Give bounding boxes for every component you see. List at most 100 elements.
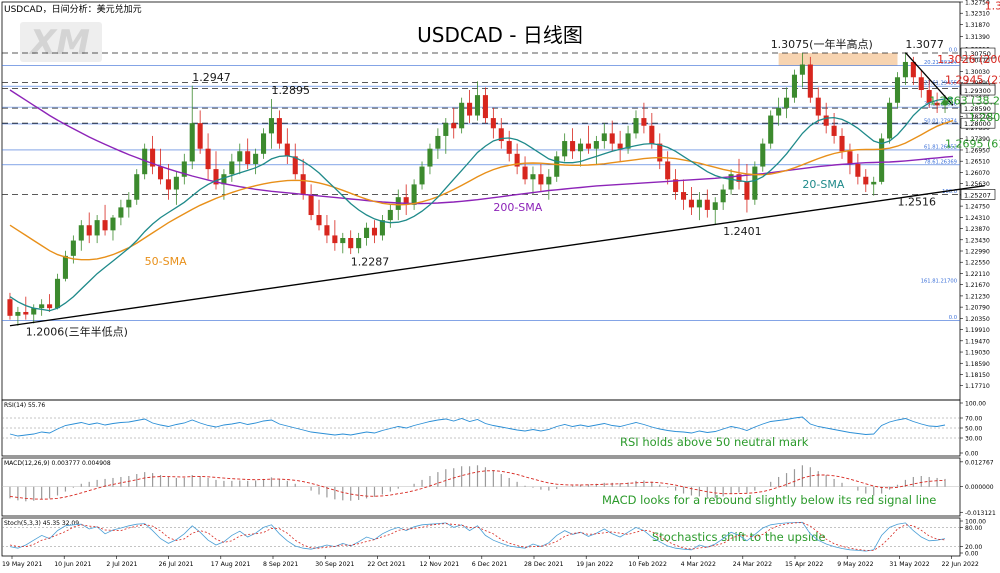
price-box-label: 1.28590 [964,105,991,113]
candle-body [47,304,53,309]
candle-body [237,151,243,162]
x-tick-label: 22 Jun 2022 [942,561,979,568]
x-tick-label: 22 Oct 2021 [367,561,405,568]
candle-body [379,220,385,236]
indicator-tick-label: -0.013121 [965,510,996,517]
candle-body [570,141,576,152]
candle-body [577,143,584,152]
candle-body [15,311,21,316]
fibo-label: 50.01.27974 [924,118,958,124]
candle-body [39,304,45,309]
candle-body [70,240,76,256]
y-tick-label: 1.23430 [965,237,990,244]
symbol-label: USDCAD，日间分析：美元兑加元 [4,3,142,15]
candle-body [213,169,219,185]
candle-body [189,123,195,162]
candle-body [538,174,544,185]
xm-logo-watermark: XM [20,22,102,63]
rsi-panel: RSI(14) 55.76 100.00 70.00 50.00 30.00 0.00 RS… [1,399,986,458]
candle-body [910,61,916,78]
y-tick-label: 1.23870 [965,226,990,233]
annotation-label: 1.3077 [905,38,944,51]
candle-body [546,176,552,185]
candle-body [110,217,116,231]
candle-body [617,143,623,149]
candle-body [102,220,108,231]
candle-body [585,143,591,149]
y-tick-label: 1.32750 [965,0,990,7]
annotation-label: 1.3026 (200周移动平均线) [937,52,1000,66]
candle-body [855,164,861,177]
candle-body [197,123,203,149]
candle-body [364,227,370,238]
fibo-label: 161.81.21700 [921,278,957,284]
y-tick-label: 1.25630 [965,181,990,188]
candle-body [673,179,679,193]
candle-body [261,133,267,154]
x-tick-label: 24 Mar 2022 [733,561,772,568]
indicator-tick-label: 80.00 [965,525,982,532]
fibo-label: 38.21.28636 [924,101,957,107]
candle-body [126,199,132,208]
candle-body [942,100,948,106]
rsi-line [9,416,946,437]
candle-body [649,125,655,144]
y-tick-label: 1.32310 [965,11,990,18]
fibo-label: 100.0 [942,189,957,195]
candle-body [292,156,298,175]
annotation-label: 1.2006(三年半低点) [26,325,128,339]
y-tick-label: 1.21230 [965,293,990,300]
candle-body [514,153,520,167]
candle-body [300,174,306,195]
candle-body [871,181,877,185]
indicator-tick-label: 20.00 [965,544,982,551]
price-box-label: 1.25207 [964,191,991,199]
fibo-label: 20.21.30264 [924,60,958,66]
candle-body [427,148,433,167]
fibo-label: 61.81.26952 [924,144,957,150]
candle-body [403,197,409,205]
annotation-label: 1.2695 (61.8% Fibo) [945,137,1000,150]
candle-body [752,166,758,200]
candle-body [784,97,790,108]
candle-body [332,235,338,244]
candle-body [371,227,378,236]
candle-body [712,202,718,210]
x-tick-label: 10 Feb 2022 [628,561,667,568]
fibo-label: 23.61.29455 [924,81,957,87]
y-tick-label: 1.17710 [965,383,990,390]
candle-body [451,123,457,129]
candle-body [554,156,560,177]
y-tick-label: 1.21670 [965,282,990,289]
candle-body [799,64,805,75]
candle-body [284,143,290,157]
candle-body [609,133,615,144]
price-box-label: 1.28000 [964,120,991,128]
annotation-label: 1.2401 [723,225,762,238]
x-tick-label: 30 Sep 2021 [315,561,354,568]
x-tick-label: 17 Aug 2021 [211,561,251,568]
candle-body [625,133,631,149]
y-tick-label: 1.27390 [965,136,990,143]
y-tick-label: 1.22990 [965,249,990,256]
y-tick-label: 1.27830 [965,125,990,132]
candle-body [340,237,346,244]
x-tick-label: 4 Mar 2022 [681,561,716,568]
main-price-panel: 1.327501.323101.318701.313901.309101.304… [1,0,1000,401]
price-box-label: 1.29300 [964,87,991,95]
indicator-label: RSI(14) 55.76 [4,402,45,409]
x-tick-label: 10 Jun 2021 [54,561,91,568]
chart-title: USDCAD - 日线图 [417,23,583,47]
y-tick-label: 1.20790 [965,305,990,312]
candle-body [142,148,148,175]
x-tick-label: 2 Jul 2021 [106,561,137,568]
y-tick-label: 1.18590 [965,361,990,368]
candle-body [348,237,354,249]
indicator-panel-frame [1,517,961,557]
candle-body [696,199,702,208]
price-box [960,47,996,59]
candle-body [562,141,568,157]
x-tick-label: 9 May 2022 [837,561,873,568]
